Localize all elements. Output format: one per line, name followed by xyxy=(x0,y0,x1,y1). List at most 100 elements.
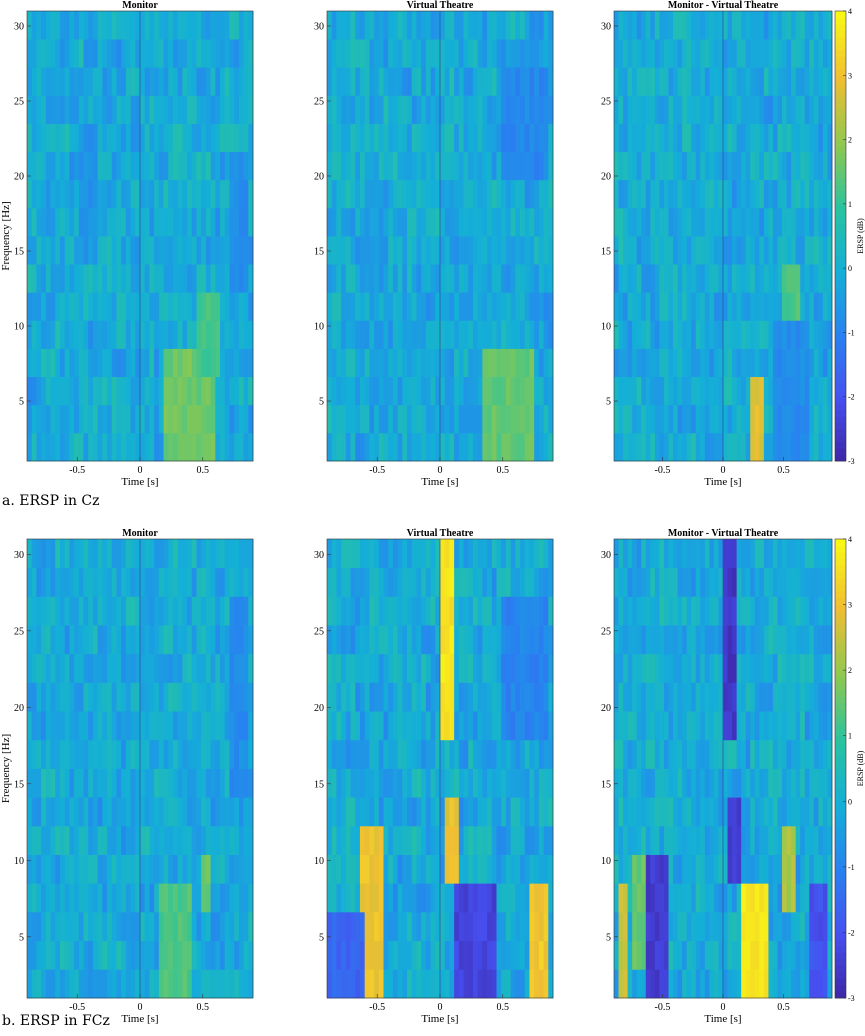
heatmap-cell xyxy=(248,739,254,769)
heatmap-cell xyxy=(691,653,697,683)
y-tick-label: 15 xyxy=(601,779,611,790)
heatmap-cell xyxy=(477,67,483,96)
heatmap-cell xyxy=(809,653,815,683)
heatmap-cell xyxy=(378,682,384,712)
heatmap-cell xyxy=(345,236,351,265)
heatmap-cell xyxy=(727,39,733,68)
heatmap-cell xyxy=(768,596,774,626)
heatmap-cell xyxy=(732,292,738,321)
heatmap-cell xyxy=(809,376,815,406)
heatmap-cell xyxy=(650,39,656,68)
heatmap-cell xyxy=(477,854,483,884)
heatmap-cell xyxy=(723,292,728,321)
heatmap-cell xyxy=(336,39,342,68)
heatmap-cell xyxy=(187,95,193,124)
heatmap-cell xyxy=(741,883,747,913)
y-tick-label: 30 xyxy=(314,550,324,561)
heatmap-cell xyxy=(723,207,728,237)
colorbar-swatch xyxy=(835,971,846,979)
heatmap-cell xyxy=(392,539,399,569)
heatmap-cell xyxy=(520,739,526,769)
heatmap-cell xyxy=(92,911,99,942)
heatmap-cell xyxy=(78,567,84,597)
heatmap-cell xyxy=(59,39,66,68)
heatmap-cell xyxy=(36,151,42,181)
heatmap-cell xyxy=(713,179,719,209)
heatmap-cell xyxy=(695,11,701,40)
heatmap-cell xyxy=(50,969,56,999)
heatmap-cell xyxy=(210,432,216,462)
heatmap-cell xyxy=(364,768,370,798)
heatmap-cell xyxy=(135,883,141,913)
heatmap-cell xyxy=(41,911,47,942)
heatmap-cell xyxy=(149,625,155,655)
heatmap-cell xyxy=(425,940,431,970)
heatmap-cell xyxy=(355,625,361,655)
heatmap-cell xyxy=(772,123,778,153)
heatmap-cell xyxy=(477,711,483,741)
heatmap-cell xyxy=(822,854,828,884)
heatmap-cell xyxy=(663,883,669,913)
heatmap-cell xyxy=(430,11,436,40)
heatmap-cell xyxy=(107,625,113,655)
heatmap-cell xyxy=(154,207,160,237)
heatmap-cell xyxy=(809,768,815,798)
heatmap-cell xyxy=(416,292,422,321)
heatmap-cell xyxy=(786,596,792,626)
colorbar-swatch xyxy=(835,630,846,638)
heatmap-cell xyxy=(41,739,47,769)
heatmap-cell xyxy=(482,376,488,406)
heatmap-cell xyxy=(682,653,688,683)
heatmap-cell xyxy=(487,320,493,349)
heatmap-cell xyxy=(182,768,188,798)
heatmap-cell xyxy=(78,539,84,569)
heatmap-cell xyxy=(59,567,66,597)
heatmap-cell xyxy=(632,236,638,265)
heatmap-cell xyxy=(641,11,647,40)
heatmap-cell xyxy=(759,940,765,970)
heatmap-cell xyxy=(107,825,113,855)
heatmap-cell xyxy=(215,348,221,378)
heatmap-cell xyxy=(750,432,756,462)
heatmap-cell xyxy=(116,567,122,597)
heatmap-cell xyxy=(636,207,642,237)
colorbar-swatch xyxy=(835,643,846,651)
heatmap-cell xyxy=(444,207,450,237)
heatmap-cell xyxy=(440,567,446,597)
heatmap-cell xyxy=(234,539,240,569)
heatmap-cell xyxy=(732,596,738,626)
heatmap-cell xyxy=(97,682,103,712)
heatmap-cell xyxy=(177,292,183,321)
heatmap-cell xyxy=(163,883,169,913)
heatmap-cell xyxy=(772,207,778,237)
heatmap-cell xyxy=(723,320,728,349)
x-tick-label: 0.5 xyxy=(197,465,210,476)
heatmap-cell xyxy=(359,404,366,434)
heatmap-cell xyxy=(650,596,656,626)
heatmap-cell xyxy=(111,653,117,683)
heatmap-cell xyxy=(822,236,828,265)
heatmap-cell xyxy=(827,292,833,321)
heatmap-cell xyxy=(822,95,828,124)
heatmap-cell xyxy=(243,320,249,349)
heatmap-cell xyxy=(822,404,828,434)
heatmap-cell xyxy=(397,95,403,124)
heatmap-cell xyxy=(359,320,366,349)
heatmap-cell xyxy=(759,596,765,626)
heatmap-cell xyxy=(45,39,51,68)
heatmap-cell xyxy=(149,797,155,827)
heatmap-cell xyxy=(430,567,436,597)
heatmap-cell xyxy=(378,653,384,683)
heatmap-cell xyxy=(364,376,370,406)
heatmap-cell xyxy=(548,739,554,769)
heatmap-cell xyxy=(345,969,351,999)
heatmap-cell xyxy=(191,682,197,712)
heatmap-cell xyxy=(416,236,422,265)
heatmap-cell xyxy=(341,179,347,209)
heatmap-cell xyxy=(786,825,792,855)
heatmap-cell xyxy=(745,625,751,655)
heatmap-cell xyxy=(736,404,742,434)
heatmap-cell xyxy=(182,682,188,712)
heatmap-cell xyxy=(341,567,347,597)
heatmap-cell xyxy=(182,739,188,769)
